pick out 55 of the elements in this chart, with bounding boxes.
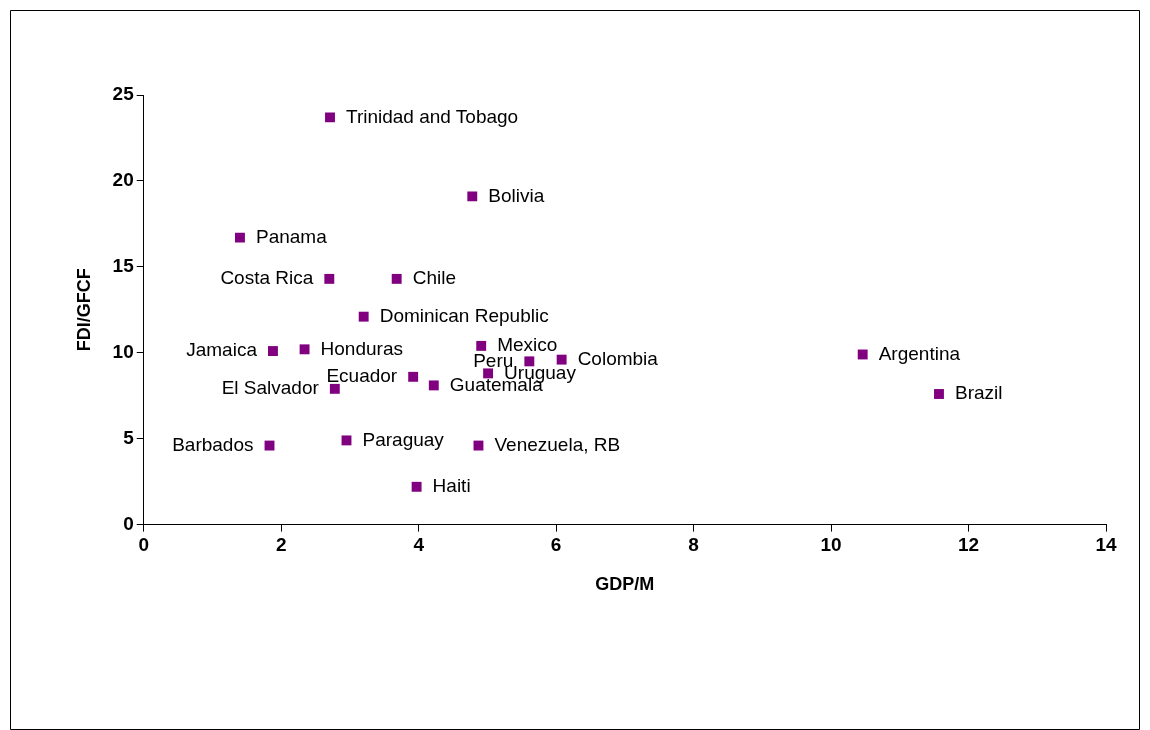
data-label: Bolivia (488, 184, 545, 206)
point (524, 356, 535, 367)
data-label: Ecuador (326, 365, 398, 387)
point (358, 311, 369, 322)
data-label: Colombia (577, 347, 659, 369)
x-axis-title: GDP/M (595, 574, 655, 595)
y-axis-title: FDI/GFCF (73, 268, 94, 352)
point (411, 481, 422, 492)
y-tick-label: 25 (112, 83, 135, 105)
point (483, 368, 494, 379)
point (391, 273, 402, 284)
x-tick-label: 0 (138, 534, 150, 556)
x-tick-label: 12 (957, 534, 980, 556)
point (329, 383, 340, 394)
data-label: Paraguay (362, 428, 445, 450)
x-tick-label: 8 (688, 534, 699, 556)
data-label: Trinidad and Tobago (346, 105, 519, 127)
data-label: Jamaica (186, 339, 258, 361)
point (325, 112, 335, 123)
point (235, 232, 245, 243)
y-tick-label: 10 (112, 340, 134, 362)
point (268, 346, 278, 356)
data-label: Argentina (878, 342, 961, 364)
x-tick-label: 6 (550, 534, 562, 556)
x-tick-label: 14 (1095, 534, 1117, 556)
data-label: Dominican Republic (379, 304, 549, 326)
point (341, 435, 352, 446)
y-tick-label: 5 (123, 426, 135, 448)
point (934, 389, 944, 399)
data-label: Panama (255, 225, 328, 247)
data-label: Mexico (497, 334, 558, 356)
point (473, 440, 484, 451)
data-label: Barbados (172, 433, 254, 455)
y-tick-label: 0 (123, 512, 134, 534)
point (299, 344, 310, 355)
x-tick-label: 2 (275, 534, 287, 556)
x-tick-label: 4 (413, 534, 425, 556)
y-tick-label: 20 (112, 169, 134, 191)
data-label: Costa Rica (220, 267, 314, 289)
point (467, 191, 478, 202)
point (428, 380, 439, 391)
data-label: El Salvador (221, 377, 320, 399)
data-label: Haiti (432, 475, 471, 497)
point (476, 340, 487, 351)
data-label: Chile (412, 267, 456, 289)
point (264, 440, 275, 451)
point (857, 349, 868, 360)
x-tick-label: 10 (820, 534, 842, 556)
point (324, 273, 335, 284)
y-tick-label: 15 (112, 255, 135, 277)
data-label: Brazil (954, 382, 1003, 404)
data-label: Honduras (320, 337, 403, 359)
point (556, 354, 567, 365)
data-label: Venezuela, RB (494, 433, 621, 455)
point (408, 371, 419, 382)
